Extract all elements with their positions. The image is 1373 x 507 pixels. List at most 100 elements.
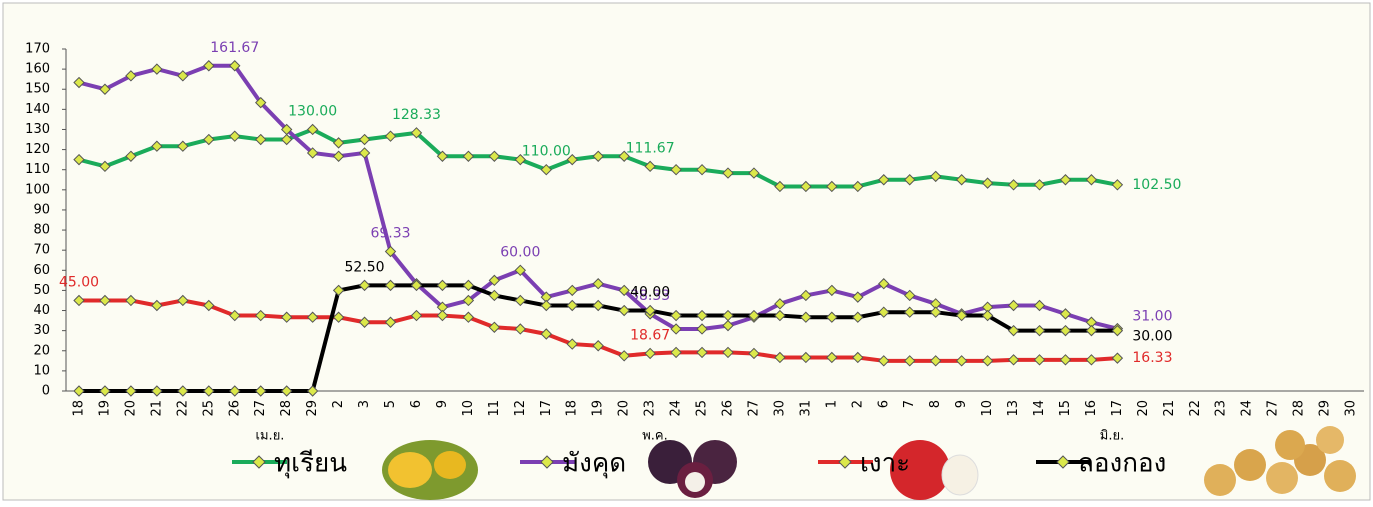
point-marker [1111, 352, 1124, 364]
point-marker [1059, 308, 1072, 320]
point-marker [255, 309, 267, 322]
point-marker [99, 160, 111, 173]
point-marker [488, 150, 501, 162]
point-marker [410, 127, 423, 139]
x-tick-label: 21 [1162, 400, 1177, 417]
x-tick-label: 27 [746, 400, 761, 417]
value-label: 40.00 [630, 285, 670, 301]
y-tick-label: 170 [25, 42, 50, 57]
y-tick-label: 100 [25, 182, 50, 197]
point-marker [904, 289, 916, 302]
x-tick-label: 27 [1266, 400, 1281, 417]
value-label: 102.50 [1132, 177, 1181, 193]
point-marker [1007, 324, 1020, 337]
x-tick-label: 30 [1344, 400, 1359, 417]
x-tick-label: 30 [772, 400, 787, 417]
point-marker [384, 316, 397, 328]
legend-marker [838, 455, 852, 469]
point-marker [722, 309, 734, 322]
x-tick-label: 2 [331, 400, 346, 408]
value-label: 31.00 [1132, 309, 1172, 325]
point-marker [203, 385, 215, 397]
y-tick-label: 10 [33, 363, 50, 378]
y-tick-label: 90 [33, 202, 50, 217]
point-marker [722, 167, 734, 179]
point-marker [514, 323, 527, 335]
x-tick-label: 24 [1240, 400, 1255, 417]
point-marker [826, 351, 838, 364]
x-tick-label: 29 [1318, 400, 1333, 417]
point-marker [514, 264, 527, 277]
point-marker [280, 311, 293, 323]
y-tick-label: 0 [42, 384, 50, 399]
point-marker [203, 133, 215, 146]
value-label: 130.00 [288, 103, 337, 119]
y-tick-label: 160 [25, 62, 50, 77]
point-marker [852, 180, 864, 193]
point-marker [618, 150, 630, 162]
point-marker [904, 174, 916, 186]
mangosteen-image [648, 440, 737, 498]
point-marker [592, 150, 604, 162]
point-marker [696, 163, 708, 176]
longkong-image [1204, 426, 1356, 496]
point-marker [592, 278, 604, 290]
y-tick-label: 140 [25, 102, 50, 117]
point-marker [904, 355, 916, 367]
x-tick-label: 16 [1084, 400, 1099, 417]
point-marker [1059, 324, 1072, 337]
point-marker [1085, 174, 1098, 186]
x-tick-label: 21 [149, 400, 164, 417]
point-marker [462, 279, 475, 292]
point-marker [410, 279, 423, 292]
point-marker [410, 309, 423, 322]
legend-label: ทุเรียน [274, 449, 347, 479]
point-marker [722, 319, 734, 332]
point-marker [644, 347, 656, 360]
point-marker [722, 346, 734, 359]
point-marker [436, 309, 449, 322]
point-marker [540, 299, 552, 312]
x-tick-label: 22 [175, 400, 190, 417]
month-label: พ.ค. [642, 429, 668, 444]
point-marker [306, 123, 319, 136]
x-tick-label: 25 [695, 400, 710, 417]
point-marker [852, 311, 864, 323]
point-marker [1085, 354, 1098, 366]
point-marker [1007, 299, 1020, 312]
point-marker [618, 304, 630, 317]
x-tick-label: 14 [1032, 400, 1047, 417]
point-marker [644, 304, 656, 317]
point-marker [566, 284, 578, 297]
point-marker [981, 177, 994, 189]
x-tick-label: 29 [305, 400, 320, 417]
x-tick-label: 18 [565, 400, 580, 417]
point-marker [929, 355, 942, 367]
legend-marker [252, 455, 266, 469]
point-marker [151, 385, 163, 397]
point-marker [540, 163, 552, 176]
x-tick-label: 23 [1214, 400, 1229, 417]
point-marker [280, 385, 293, 397]
y-tick-label: 80 [33, 223, 50, 238]
point-marker [826, 311, 838, 323]
point-marker [696, 323, 708, 335]
x-tick-label: 15 [1058, 400, 1073, 417]
point-marker [592, 340, 604, 352]
x-tick-label: 26 [721, 400, 736, 417]
point-marker [1111, 324, 1124, 337]
point-marker [955, 309, 968, 322]
point-marker [73, 294, 85, 307]
point-marker [229, 309, 241, 322]
point-marker [696, 309, 708, 322]
point-marker [332, 311, 345, 323]
legend-marker [1056, 455, 1070, 469]
point-marker [644, 160, 656, 173]
point-marker [125, 385, 137, 397]
point-marker [332, 284, 345, 297]
value-label: 128.33 [392, 107, 441, 123]
point-marker [774, 298, 786, 310]
legend-label: ลองกอง [1078, 449, 1166, 479]
point-marker [280, 123, 293, 136]
